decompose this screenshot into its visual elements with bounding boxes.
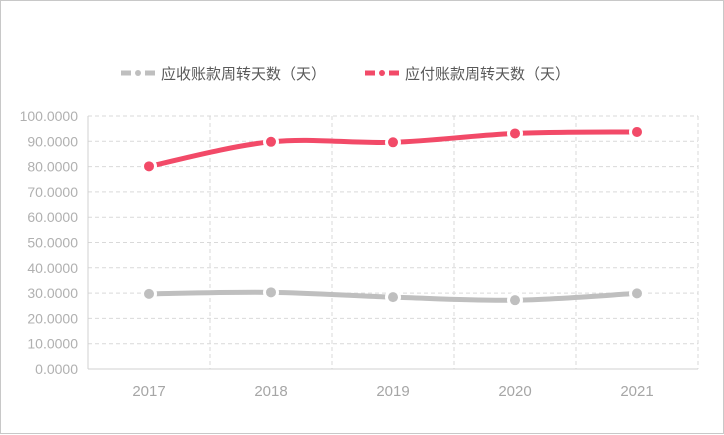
x-tick-label: 2019	[376, 383, 409, 400]
data-point-marker[interactable]	[510, 128, 520, 139]
legend-line-marker-icon	[365, 70, 399, 76]
y-tick-label: 60.0000	[27, 209, 78, 225]
legend-label-receivables: 应收账款周转天数（天）	[161, 65, 327, 83]
data-point-marker[interactable]	[144, 161, 154, 172]
x-axis: 2017 2018 2019 2020 2021	[88, 368, 698, 400]
data-point-marker[interactable]	[388, 137, 398, 148]
series-1	[141, 123, 645, 175]
x-tick-label: 2021	[620, 383, 653, 400]
data-point-marker[interactable]	[510, 295, 520, 306]
x-tick-label: 2017	[132, 383, 165, 400]
x-tick-label: 2018	[254, 383, 287, 400]
y-tick-label: 30.0000	[27, 285, 78, 301]
legend-item-receivables[interactable]: 应收账款周转天数（天）	[119, 61, 326, 85]
y-tick-label: 100.0000	[20, 108, 79, 124]
x-tick-label: 2020	[498, 383, 531, 400]
data-point-marker[interactable]	[388, 292, 398, 303]
legend-label-payables: 应付账款周转天数（天）	[405, 65, 571, 83]
y-tick-label: 40.0000	[27, 260, 78, 276]
data-point-marker[interactable]	[266, 136, 276, 147]
chart-legend: 应收账款周转天数（天） 应付账款周转天数（天）	[1, 61, 724, 85]
legend-item-payables[interactable]: 应付账款周转天数（天）	[363, 61, 570, 85]
data-series	[141, 123, 645, 309]
y-tick-label: 10.0000	[27, 336, 78, 352]
legend-line-marker-icon	[121, 70, 155, 76]
grid-lines	[88, 115, 699, 369]
y-tick-label: 50.0000	[27, 235, 78, 251]
y-tick-label: 20.0000	[27, 310, 78, 326]
y-tick-label: 90.0000	[27, 133, 78, 149]
series-0	[141, 284, 645, 309]
data-point-marker[interactable]	[632, 288, 642, 299]
data-point-marker[interactable]	[632, 126, 642, 137]
y-axis: 0.0000 10.0000 20.0000 30.0000 40.0000 50.000…	[20, 108, 89, 377]
y-tick-label: 70.0000	[27, 184, 78, 200]
y-tick-label: 80.0000	[27, 159, 78, 175]
y-tick-label: 0.0000	[35, 361, 78, 377]
data-point-marker[interactable]	[266, 287, 276, 298]
data-point-marker[interactable]	[144, 288, 154, 299]
